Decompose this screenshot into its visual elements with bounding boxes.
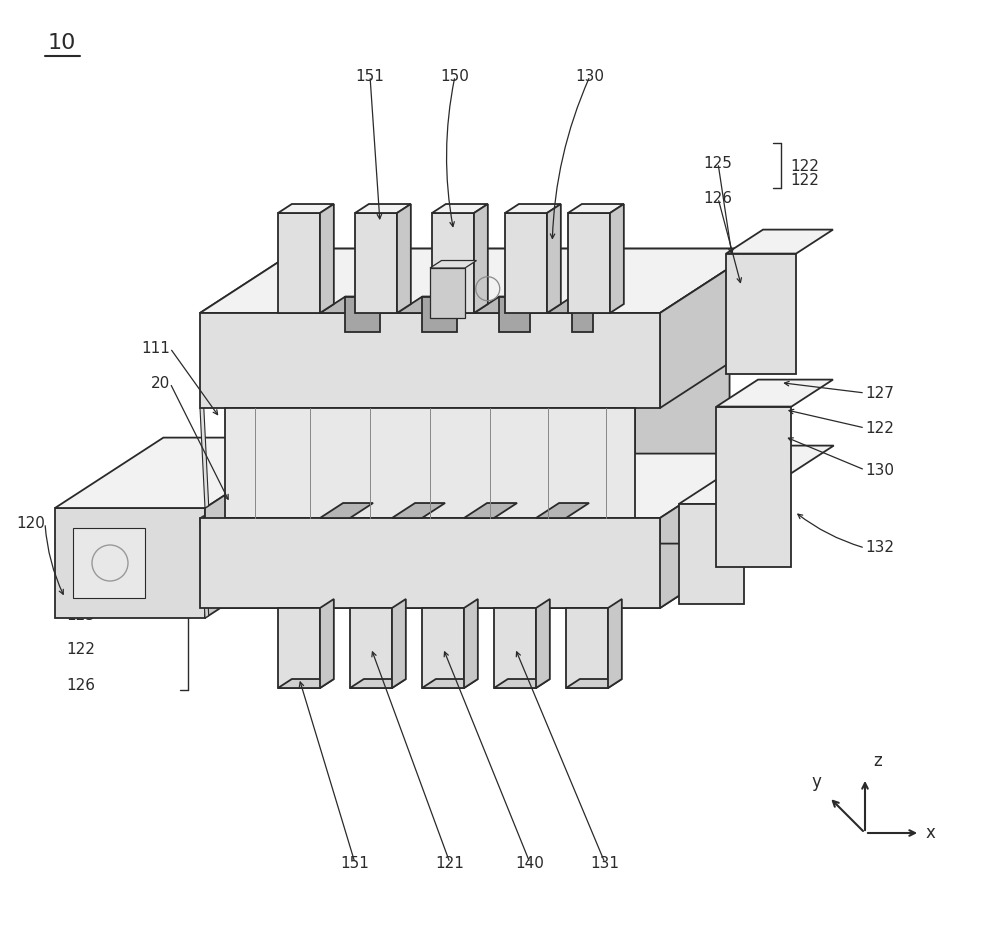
Polygon shape [397,296,457,313]
Text: 121: 121 [436,855,464,870]
Polygon shape [278,679,334,688]
Text: z: z [873,752,882,770]
Polygon shape [474,296,530,313]
Polygon shape [660,249,759,408]
Text: 126: 126 [66,677,95,692]
Polygon shape [392,599,406,688]
Polygon shape [679,504,744,604]
Polygon shape [73,528,145,598]
Polygon shape [200,516,209,618]
Polygon shape [225,408,635,518]
Polygon shape [200,544,759,608]
Text: 20: 20 [151,375,170,390]
Polygon shape [536,503,589,518]
Polygon shape [55,508,205,618]
Polygon shape [464,599,478,688]
Polygon shape [547,296,593,313]
Polygon shape [299,249,759,343]
Text: 111: 111 [141,340,170,356]
Polygon shape [610,204,624,313]
Polygon shape [499,296,530,331]
Text: 10: 10 [48,33,76,53]
Polygon shape [345,296,380,331]
Text: 126: 126 [704,190,732,205]
Polygon shape [55,438,313,508]
Text: 132: 132 [865,540,894,555]
Polygon shape [320,204,334,313]
Polygon shape [355,213,397,313]
Text: 140: 140 [516,855,544,870]
Polygon shape [660,454,759,608]
Polygon shape [200,313,660,408]
Polygon shape [200,454,759,518]
Text: 125: 125 [66,608,95,623]
Text: 125: 125 [704,156,732,171]
Polygon shape [278,213,320,313]
Polygon shape [397,204,411,313]
Text: 131: 131 [590,855,620,870]
Polygon shape [200,249,759,313]
Polygon shape [726,230,833,253]
Polygon shape [494,608,536,688]
Polygon shape [392,503,445,518]
Polygon shape [726,253,796,373]
Polygon shape [505,204,561,213]
Polygon shape [278,608,320,688]
Text: 122: 122 [66,643,95,658]
Polygon shape [679,446,834,504]
Polygon shape [432,204,488,213]
Polygon shape [350,608,392,688]
Polygon shape [422,296,457,331]
Polygon shape [660,249,759,408]
Polygon shape [547,204,561,313]
Polygon shape [716,406,791,567]
Text: 122: 122 [865,420,894,435]
Polygon shape [225,347,730,408]
Polygon shape [568,213,610,313]
Polygon shape [430,261,477,268]
Polygon shape [432,213,474,313]
Text: 122: 122 [790,159,819,174]
Text: 120: 120 [16,516,45,531]
Polygon shape [536,599,550,688]
Polygon shape [568,204,624,213]
Polygon shape [608,599,622,688]
Polygon shape [355,204,411,213]
Text: 130: 130 [576,68,604,83]
Polygon shape [505,213,547,313]
Text: 130: 130 [865,462,894,477]
Polygon shape [422,608,464,688]
Text: 151: 151 [341,855,369,870]
Text: 150: 150 [441,68,469,83]
Polygon shape [572,296,593,331]
Text: 122: 122 [790,173,819,188]
Polygon shape [566,608,608,688]
Polygon shape [200,405,209,508]
Polygon shape [320,503,373,518]
Polygon shape [200,518,660,608]
Text: 127: 127 [865,386,894,401]
Polygon shape [320,296,380,313]
Polygon shape [474,204,488,313]
Polygon shape [635,347,730,518]
Polygon shape [716,380,833,406]
Polygon shape [205,438,313,618]
Polygon shape [430,268,465,318]
Polygon shape [422,679,478,688]
Polygon shape [320,599,334,688]
Polygon shape [464,503,517,518]
Polygon shape [350,679,406,688]
Text: y: y [811,773,821,792]
Text: 151: 151 [356,68,384,83]
Polygon shape [200,249,759,313]
Text: x: x [926,824,936,842]
Polygon shape [278,204,334,213]
Polygon shape [566,679,622,688]
Polygon shape [494,679,550,688]
